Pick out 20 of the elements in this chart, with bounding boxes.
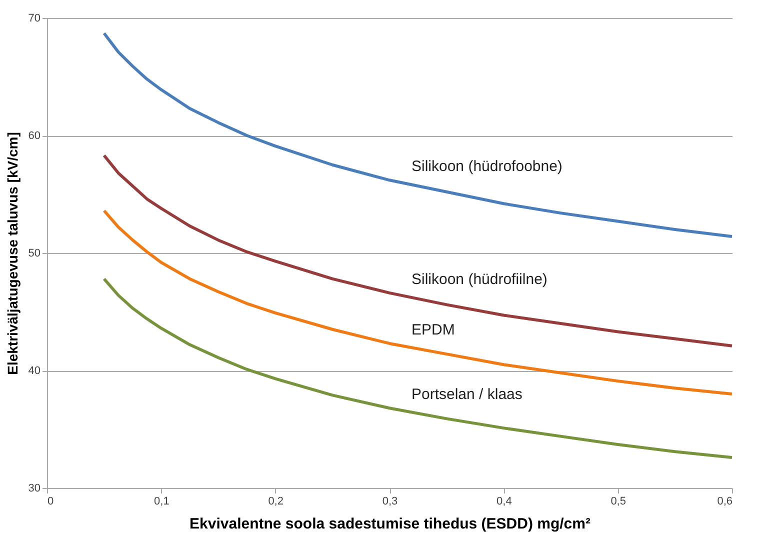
series-label: Silikoon (hüdrofoobne) bbox=[412, 158, 562, 176]
y-axis-title: Elektriväljatugevuse taluvus [kV/cm] bbox=[4, 132, 20, 375]
y-tick-label: 30 bbox=[28, 482, 40, 494]
x-tick-label: 0,1 bbox=[154, 496, 170, 508]
y-tick-label: 70 bbox=[28, 12, 40, 24]
line-series bbox=[102, 32, 734, 238]
series-label: EPDM bbox=[412, 321, 455, 338]
x-tick-label: 0,5 bbox=[610, 496, 626, 508]
x-tick-label: 0,3 bbox=[382, 496, 398, 508]
y-tick-label: 50 bbox=[28, 248, 40, 260]
x-axis-title: Ekvivalentne soola sadestumise tihedus (ESDD) mg/cm² bbox=[190, 516, 590, 532]
series-label: Silikoon (hüdrofiilne) bbox=[412, 270, 548, 288]
x-tick-label: 0,6 bbox=[717, 496, 732, 508]
series-label: Portselan / klaas bbox=[412, 386, 522, 404]
x-tick-label: 0,2 bbox=[268, 496, 284, 508]
x-tick-label: 0 bbox=[48, 496, 54, 508]
line-series bbox=[102, 154, 734, 348]
x-tick-label: 0,4 bbox=[496, 496, 512, 508]
y-tick-label: 60 bbox=[28, 130, 40, 142]
y-tick-label: 40 bbox=[28, 365, 40, 377]
